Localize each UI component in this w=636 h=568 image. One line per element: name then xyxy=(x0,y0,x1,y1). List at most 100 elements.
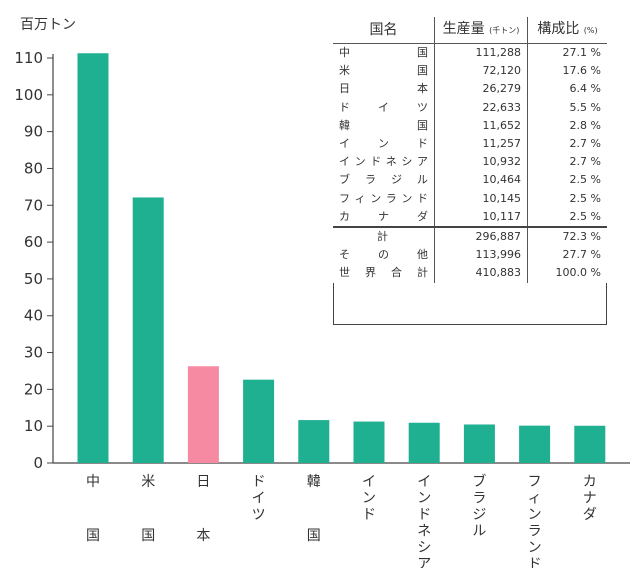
y-tick-label: 100 xyxy=(14,86,43,104)
x-tick-label-char: 中 xyxy=(86,474,100,490)
y-tick-label: 70 xyxy=(24,196,43,214)
total-row: 世界合計 410,883 100.0 % xyxy=(333,264,607,283)
x-tick-label-char: ア xyxy=(417,557,431,568)
cell-production: 410,883 xyxy=(434,264,528,283)
table-row: 韓国 11,652 2.8 % xyxy=(333,116,607,136)
x-tick-label-char: シ xyxy=(417,540,431,556)
cell-country: ドイツ xyxy=(333,98,435,117)
x-tick-label-char: ル xyxy=(472,524,486,540)
x-tick-label-char: ド xyxy=(528,557,542,568)
table-row: フィンランド 10,145 2.5 % xyxy=(333,189,607,208)
table-row: カナダ 10,117 2.5 % xyxy=(333,207,607,228)
x-tick-label-char: ド xyxy=(252,474,266,490)
y-tick-label: 0 xyxy=(33,454,43,472)
cell-share: 6.4 % xyxy=(569,82,601,96)
x-tick-label-char: 日 xyxy=(196,474,210,490)
bar-6 xyxy=(408,422,440,463)
x-tick-label-char: イ xyxy=(362,474,376,490)
production-table: 国名 生産量 (千トン) 構成比 (%) 中国 111,288 27.1 % 米国 72… xyxy=(333,17,607,283)
bar-4 xyxy=(298,420,330,463)
y-tick-label: 20 xyxy=(24,380,43,398)
x-tick-label-char: 国 xyxy=(86,528,100,544)
header-share-unit: (%) xyxy=(583,25,598,35)
bar-8 xyxy=(519,425,551,463)
y-tick-label: 80 xyxy=(24,159,43,177)
cell-country: 計 xyxy=(333,226,435,247)
x-tick-label-char: ラ xyxy=(528,524,542,540)
cell-share: 5.5 % xyxy=(569,100,601,114)
table-body: 中国 111,288 27.1 % 米国 72,120 17.6 % 日本 26,279 6.4… xyxy=(333,43,607,283)
total-row: その他 113,996 27.7 % xyxy=(333,246,607,265)
header-production: 生産量 (千トン) xyxy=(434,17,528,44)
cell-share: 27.1 % xyxy=(562,46,601,59)
cell-share: 2.5 % xyxy=(569,191,601,205)
x-tick-label-char: イ xyxy=(252,491,266,507)
cell-country: インド xyxy=(333,135,435,154)
cell-production: 296,887 xyxy=(434,226,528,247)
bar-5 xyxy=(353,421,385,463)
x-tick-label-char: 国 xyxy=(141,528,155,544)
table-row: 中国 111,288 27.1 % xyxy=(333,43,607,63)
x-tick-label-char: カ xyxy=(583,474,597,490)
x-tick-label-char: ン xyxy=(417,491,431,507)
bar-1 xyxy=(132,197,164,463)
y-tick-label: 10 xyxy=(24,417,43,435)
x-tick-label-char: ナ xyxy=(583,491,597,507)
cell-production: 72,120 xyxy=(434,62,528,81)
x-tick-label-char: フ xyxy=(528,474,542,490)
x-tick-label-char: ン xyxy=(528,540,542,556)
cell-production: 11,652 xyxy=(434,116,528,136)
bar-2 xyxy=(187,366,219,463)
cell-country: 世界合計 xyxy=(333,264,435,283)
bar-7 xyxy=(463,424,495,463)
cell-country: その他 xyxy=(333,246,435,265)
cell-share: 2.7 % xyxy=(569,155,601,169)
total-row: 計 296,887 72.3 % xyxy=(333,226,607,247)
y-tick-label: 110 xyxy=(14,49,43,67)
cell-share: 2.7 % xyxy=(569,137,601,151)
cell-country: インドネシア xyxy=(333,153,435,172)
table-row: インド 11,257 2.7 % xyxy=(333,135,607,154)
header-share: 構成比 (%) xyxy=(527,17,607,44)
cell-country: 韓国 xyxy=(333,116,435,136)
table-row: インドネシア 10,932 2.7 % xyxy=(333,153,607,172)
cell-country: フィンランド xyxy=(333,189,435,208)
y-tick-label: 30 xyxy=(24,344,43,362)
cell-country: ブラジル xyxy=(333,171,435,190)
cell-share: 72.3 % xyxy=(527,226,607,247)
table-row: 日本 26,279 6.4 % xyxy=(333,80,607,99)
y-tick-label: 60 xyxy=(24,233,43,251)
x-tick-label-char: 韓 xyxy=(307,474,321,490)
cell-production: 10,145 xyxy=(434,189,528,208)
unit-label: 百万トン xyxy=(20,17,76,33)
cell-country: 日本 xyxy=(333,80,435,99)
cell-share: 2.5 % xyxy=(569,209,601,223)
y-tick-label: 90 xyxy=(24,123,43,141)
header-production-unit: (千トン) xyxy=(489,25,520,35)
cell-production: 26,279 xyxy=(434,80,528,99)
x-tick-label-char: 米 xyxy=(141,474,155,490)
cell-share: 2.8 % xyxy=(569,118,601,132)
cell-production: 10,464 xyxy=(434,171,528,190)
x-tick-label-char: 本 xyxy=(196,528,210,544)
x-tick-label-char: ィ xyxy=(528,491,542,507)
x-tick-label-char: ツ xyxy=(252,507,266,523)
table-header-row: 国名 生産量 (千トン) 構成比 (%) xyxy=(333,17,607,44)
cell-production: 10,932 xyxy=(434,153,528,172)
cell-production: 11,257 xyxy=(434,135,528,154)
table-row: ドイツ 22,633 5.5 % xyxy=(333,98,607,117)
cell-share: 27.7 % xyxy=(562,248,601,262)
table-row: ブラジル 10,464 2.5 % xyxy=(333,171,607,190)
cell-production: 22,633 xyxy=(434,98,528,117)
bar-3 xyxy=(243,379,275,463)
cell-production: 113,996 xyxy=(434,246,528,265)
x-tick-label-char: ン xyxy=(528,507,542,523)
x-tick-label-char: ド xyxy=(362,507,376,523)
x-tick-label-char: ラ xyxy=(472,491,486,507)
cell-production: 111,288 xyxy=(434,43,528,63)
x-tick-label-char: ブ xyxy=(472,473,486,490)
y-tick-label: 40 xyxy=(24,307,43,325)
bar-0 xyxy=(77,53,109,464)
cell-country: 米国 xyxy=(333,62,435,81)
